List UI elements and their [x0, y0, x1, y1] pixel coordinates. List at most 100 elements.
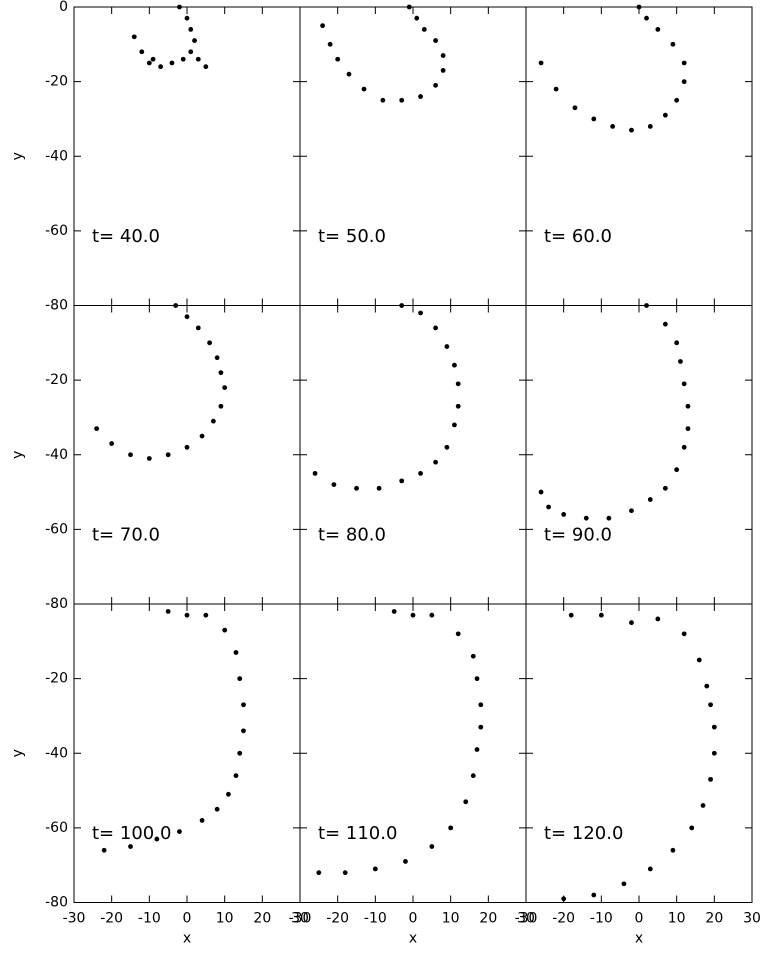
particle — [655, 26, 661, 32]
particle — [463, 799, 469, 805]
time-label: t= 50.0 — [318, 226, 386, 247]
particle — [662, 485, 668, 491]
particle — [629, 620, 634, 626]
particle — [621, 881, 627, 887]
y-tick-label: 0 — [59, 0, 68, 15]
particle — [131, 34, 137, 40]
particle — [346, 71, 352, 77]
particle — [455, 403, 461, 409]
y-tick-label: -60 — [45, 521, 68, 537]
particle — [226, 791, 231, 797]
particle — [700, 803, 706, 808]
panel-frame — [525, 603, 753, 903]
x-tick-label: -10 — [364, 911, 387, 927]
particle — [440, 53, 446, 58]
x-tick-label: 10 — [216, 911, 234, 927]
particle — [681, 381, 687, 387]
particle — [591, 892, 597, 898]
panel-frame — [525, 305, 753, 605]
particle — [165, 452, 171, 458]
y-tick-label: -20 — [45, 74, 68, 90]
x-tick-label: -20 — [552, 911, 575, 927]
particle — [399, 97, 405, 103]
time-label: t= 70.0 — [92, 524, 160, 545]
particle — [561, 512, 567, 517]
particle — [316, 870, 322, 876]
x-axis-label: x — [183, 931, 191, 947]
panel-frame — [525, 6, 753, 306]
y-axis-label: y — [10, 749, 26, 757]
particle — [636, 4, 642, 10]
x-tick-label: 20 — [479, 911, 497, 927]
x-tick-label: 0 — [183, 911, 192, 927]
particle — [440, 68, 446, 73]
panel-frame — [299, 305, 527, 605]
particle — [708, 776, 713, 782]
particle — [655, 616, 661, 622]
x-tick-label: -20 — [100, 911, 123, 927]
particle — [101, 847, 107, 853]
particle — [681, 631, 687, 637]
particle — [146, 456, 152, 461]
particle — [361, 86, 367, 92]
particle — [154, 836, 160, 842]
particle — [165, 609, 171, 614]
particle — [195, 325, 201, 331]
particle — [177, 829, 182, 835]
x-tick-label: -30 — [289, 911, 312, 927]
particle — [678, 359, 683, 364]
particle — [689, 825, 695, 831]
particle — [354, 485, 359, 491]
particle — [233, 773, 239, 779]
particle — [403, 859, 408, 864]
particle — [391, 609, 397, 614]
particle — [546, 504, 551, 510]
particle — [150, 56, 156, 62]
particle — [583, 515, 589, 521]
particle — [591, 116, 597, 122]
particle — [429, 612, 435, 618]
particle — [207, 340, 213, 346]
y-tick-label: -60 — [45, 820, 68, 836]
x-tick-label: -10 — [138, 911, 161, 927]
particle — [538, 489, 544, 495]
particle — [195, 56, 201, 62]
time-label: t= 90.0 — [544, 524, 612, 545]
particle — [372, 866, 378, 872]
particle — [674, 97, 680, 103]
x-tick-label: 30 — [743, 911, 761, 927]
particle — [173, 303, 179, 308]
particle — [241, 702, 246, 708]
x-tick-label: 30 — [291, 911, 309, 927]
panel-frame — [299, 6, 527, 306]
particle — [180, 56, 186, 62]
y-tick-label: -40 — [45, 447, 68, 463]
time-label: t= 60.0 — [544, 226, 612, 247]
particle — [455, 631, 461, 637]
particle — [433, 82, 438, 88]
particle — [538, 60, 544, 66]
particle — [711, 724, 717, 730]
x-tick-label: 0 — [409, 911, 418, 927]
particle — [674, 340, 680, 346]
particle — [478, 702, 484, 708]
x-tick-label: 0 — [635, 911, 644, 927]
particle — [418, 94, 423, 99]
particle — [561, 896, 567, 902]
particle — [478, 724, 484, 730]
y-tick-label: -80 — [45, 596, 68, 612]
particle — [444, 444, 450, 450]
particle — [470, 653, 476, 659]
particle — [681, 79, 687, 85]
particle — [218, 370, 224, 376]
particle — [128, 844, 133, 849]
particle — [192, 38, 197, 43]
x-tick-label: -20 — [326, 911, 349, 927]
particle — [214, 355, 220, 361]
particle — [696, 657, 702, 663]
particle — [685, 426, 691, 432]
particle — [210, 418, 216, 424]
y-tick-label: -20 — [45, 372, 68, 388]
particle — [199, 818, 205, 823]
particle — [146, 60, 152, 66]
